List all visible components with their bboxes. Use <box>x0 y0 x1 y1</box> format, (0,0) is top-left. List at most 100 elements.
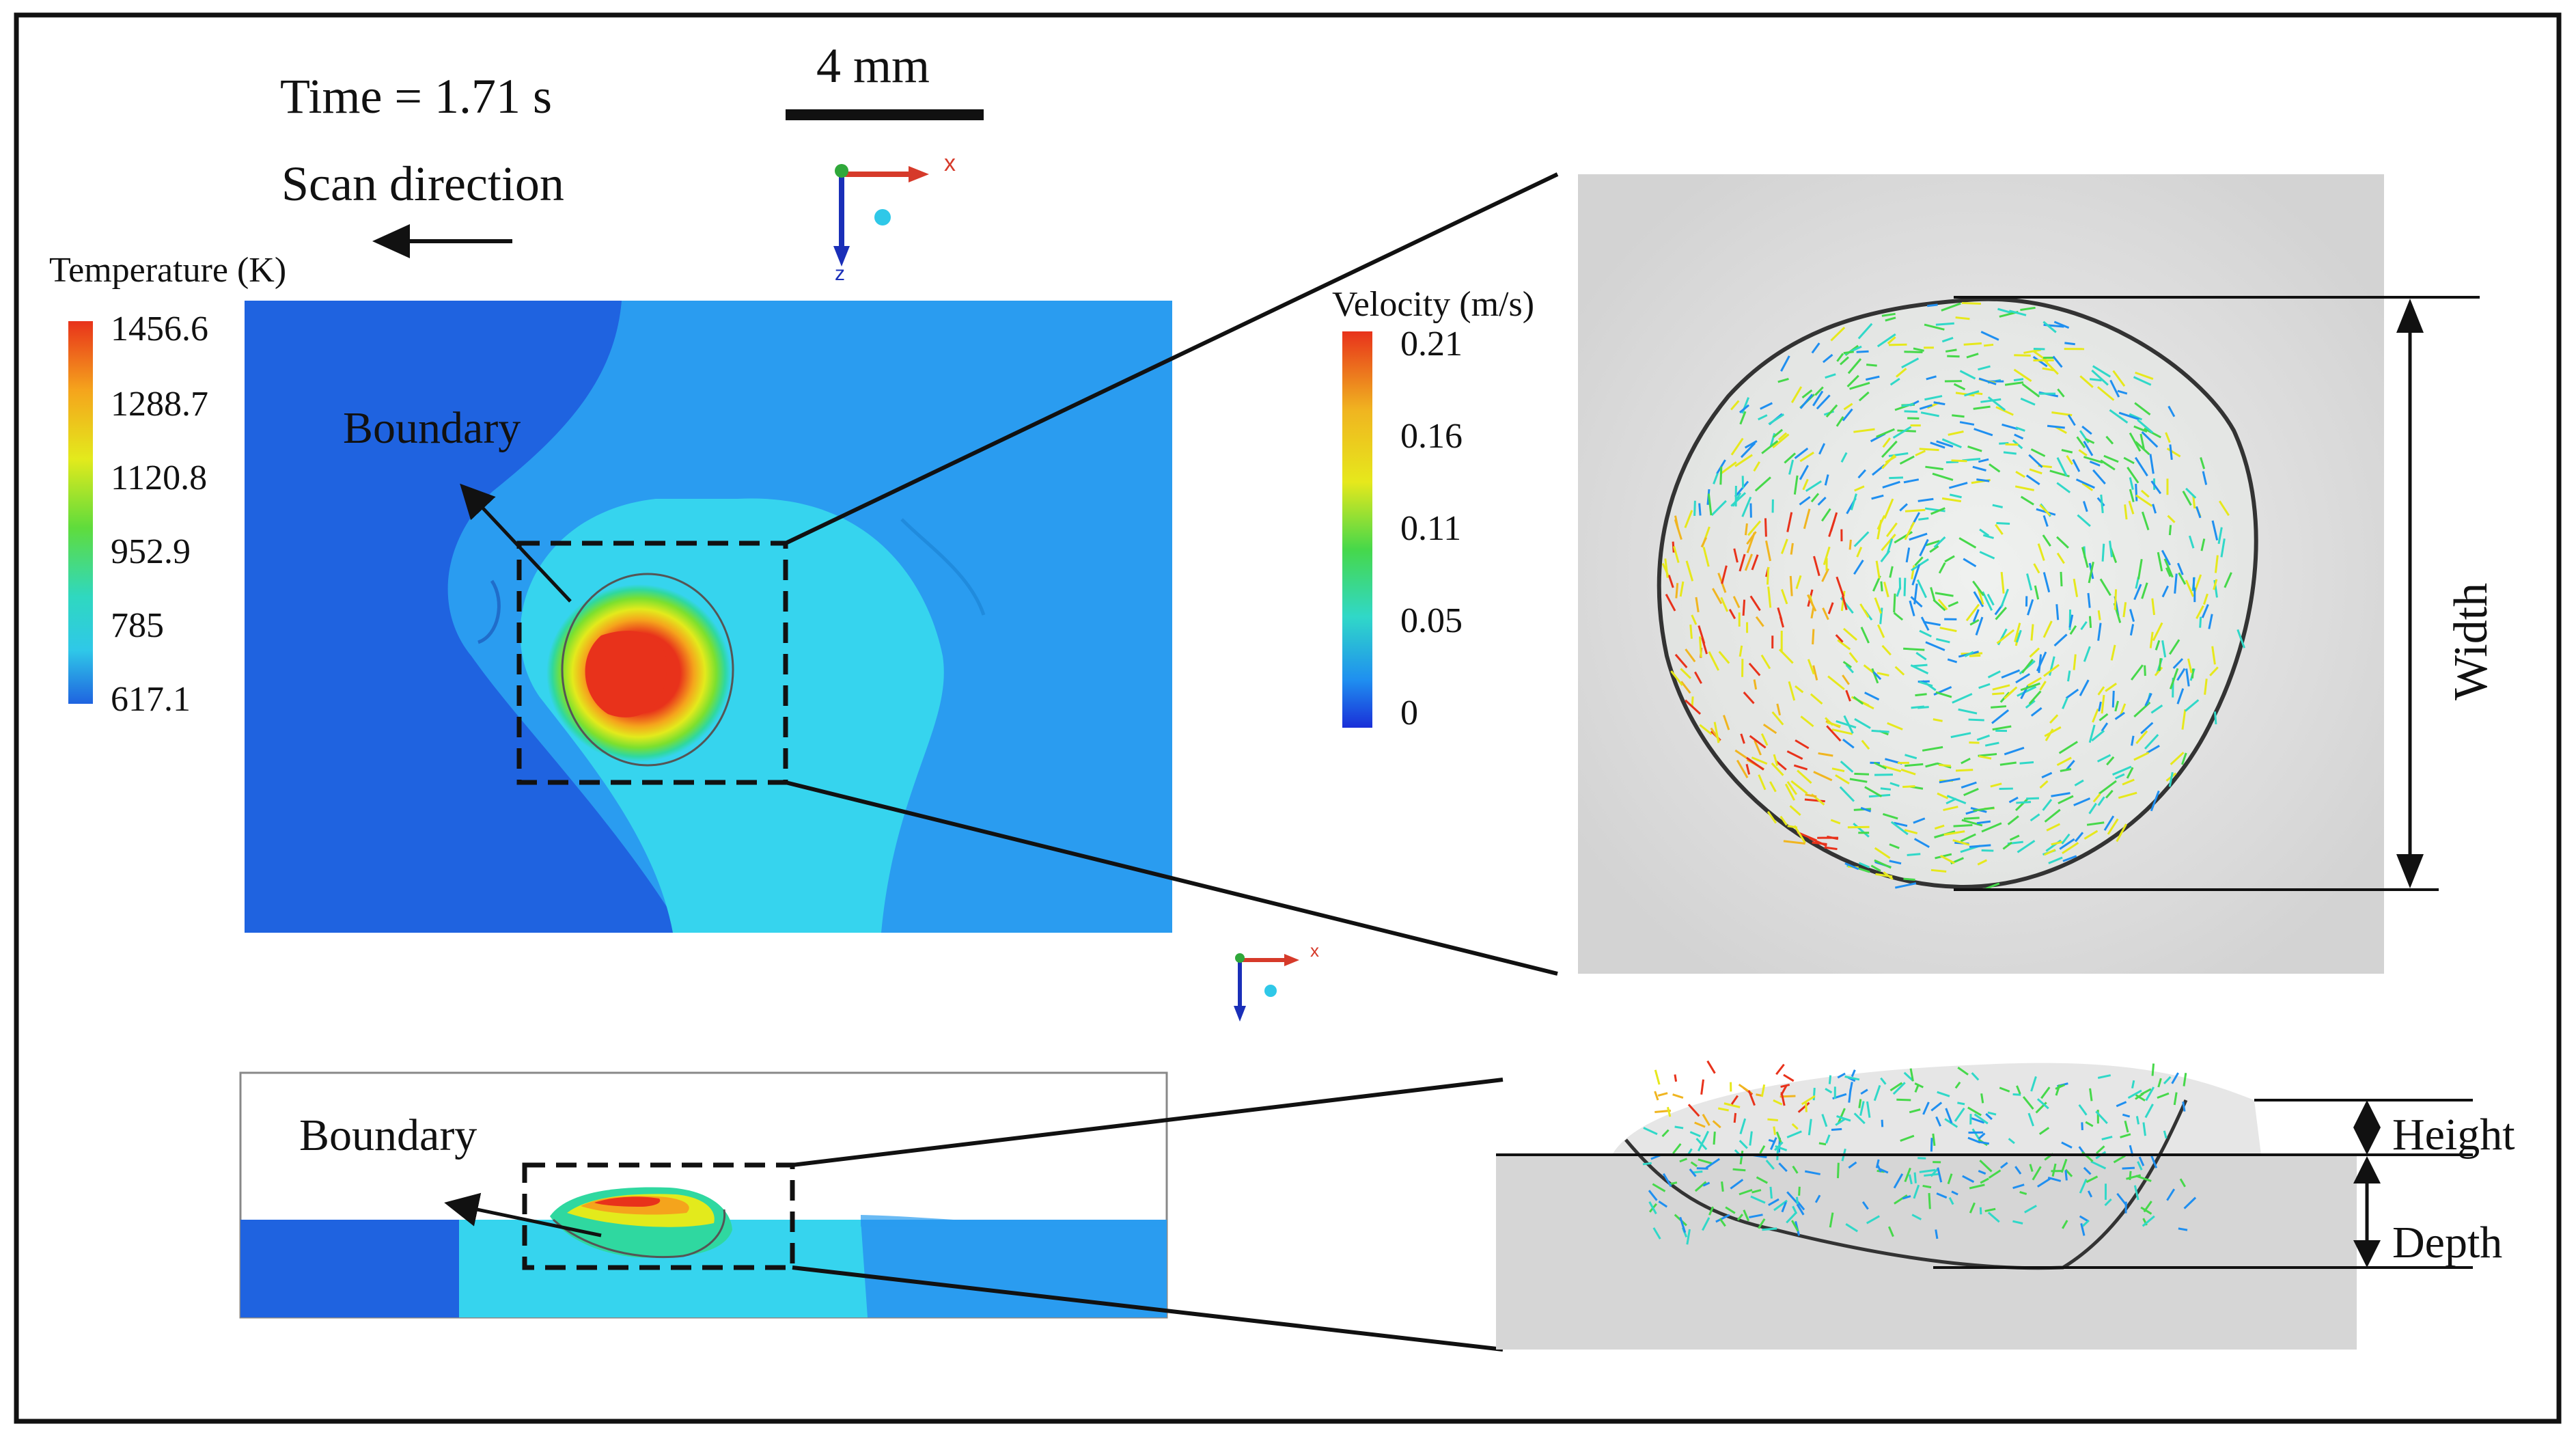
velocity-vector <box>1934 824 1945 830</box>
velocity-vector <box>1739 411 1747 425</box>
section-velocity-vector <box>1838 1108 1846 1123</box>
section-velocity-vector <box>1786 1211 1798 1224</box>
section-velocity-vector <box>1750 1195 1766 1204</box>
section-velocity-vector <box>1770 1137 1777 1150</box>
velocity-vector <box>2135 441 2150 456</box>
velocity-vector <box>1744 440 1758 449</box>
velocity-vector <box>1817 496 1827 506</box>
section-velocity-vector <box>1672 1142 1682 1154</box>
vel-tick-5: 0 <box>1400 694 1418 733</box>
section-velocity-vector <box>2135 1116 2140 1125</box>
velocity-vector <box>1904 351 1923 354</box>
section-velocity-vector <box>2086 1175 2099 1183</box>
velocity-vector <box>2025 474 2040 486</box>
velocity-vector <box>1920 616 1930 631</box>
velocity-vector <box>1950 732 1971 739</box>
velocity-vector <box>1996 522 2010 525</box>
velocity-vector <box>2032 356 2048 368</box>
velocity-vector <box>1913 347 1924 352</box>
velocity-vector <box>2106 756 2115 766</box>
section-velocity-vector <box>1922 1184 1932 1189</box>
section-velocity-vector <box>1896 1098 1911 1101</box>
velocity-vector <box>2169 668 2179 689</box>
velocity-vector <box>1892 426 1912 439</box>
velocity-vector <box>2176 668 2186 681</box>
velocity-legend: Velocity (m/s) 0.21 0.16 0.11 0.05 0 <box>1332 285 1534 733</box>
velocity-vector <box>2110 644 2116 661</box>
velocity-vector <box>1991 709 2010 724</box>
section-velocity-vector <box>2078 1104 2088 1116</box>
velocity-vector <box>2049 714 2059 724</box>
velocity-vector <box>1795 575 1802 590</box>
velocity-vector <box>2144 427 2161 439</box>
section-velocity-vector <box>2038 1127 2050 1136</box>
velocity-vector <box>1825 404 1838 418</box>
section-velocity-vector <box>2135 1094 2146 1101</box>
velocity-vector <box>1812 390 1824 407</box>
section-velocity-vector <box>1801 1095 1816 1106</box>
velocity-vector <box>1977 859 1988 866</box>
velocity-vector <box>2214 555 2219 573</box>
velocity-vector <box>1889 566 1894 578</box>
velocity-vector <box>1893 612 1904 621</box>
velocity-vector <box>1691 696 1694 707</box>
velocity-vector <box>1824 846 1838 851</box>
section-velocity-vector <box>1783 1073 1795 1082</box>
velocity-vector <box>2055 604 2060 620</box>
velocity-vector <box>2021 383 2040 398</box>
boundary-arrow-top <box>460 483 572 603</box>
section-velocity-vector <box>1674 1125 1684 1130</box>
section-velocity-vector <box>1804 1170 1820 1175</box>
velocity-vector <box>2045 728 2054 741</box>
section-velocity-vector <box>1893 1173 1904 1189</box>
velocity-vector <box>2123 456 2135 465</box>
velocity-vector <box>2042 515 2049 527</box>
velocity-vector <box>1830 327 1846 342</box>
section-velocity-vector <box>2163 1076 2172 1084</box>
velocity-vector <box>2107 818 2119 835</box>
section-velocity-vector <box>2008 1138 2015 1145</box>
velocity-vector <box>2026 573 2033 591</box>
zoom-section-boundary <box>1624 1099 2188 1270</box>
velocity-vector <box>1926 303 1938 307</box>
section-velocity-vector <box>2122 1113 2131 1118</box>
velocity-vector <box>1859 603 1870 618</box>
velocity-vector <box>1981 822 2002 833</box>
velocity-vector <box>1992 504 2003 508</box>
section-velocity-vector <box>1849 1082 1853 1092</box>
axis-triad-middle: x <box>1234 940 1319 1022</box>
section-velocity-vector <box>1858 1099 1862 1108</box>
velocity-vector <box>1972 465 1986 471</box>
section-velocity-vector <box>1947 1173 1953 1185</box>
velocity-vector <box>1876 333 1896 348</box>
velocity-vector <box>1718 651 1730 664</box>
temp-tick-3: 1120.8 <box>111 459 207 497</box>
section-velocity-vector <box>1814 1194 1821 1203</box>
velocity-vector <box>1914 556 1924 566</box>
velocity-vector <box>2122 602 2127 618</box>
velocity-vector <box>1980 398 2002 403</box>
velocity-vector <box>1945 461 1959 464</box>
velocity-vector <box>2202 471 2208 485</box>
section-velocity-vector <box>2051 1163 2057 1177</box>
velocity-vector <box>2133 425 2148 433</box>
section-velocity-vector <box>1935 1229 1939 1240</box>
velocity-vector <box>2008 310 2027 316</box>
velocity-vector <box>2169 444 2173 461</box>
velocity-vector <box>1843 715 1854 734</box>
projection-line-2 <box>785 780 1558 976</box>
velocity-vector <box>1969 654 1981 657</box>
velocity-vector <box>2124 504 2128 520</box>
scan-direction-arrow <box>372 224 512 258</box>
velocity-vector <box>2042 320 2057 333</box>
velocity-vector <box>2014 354 2031 357</box>
velocity-vector <box>1821 568 1829 582</box>
velocity-vector <box>2073 578 2079 597</box>
velocity-vector <box>1887 722 1903 730</box>
velocity-vector <box>1664 558 1669 578</box>
velocity-vector <box>2092 365 2111 378</box>
velocity-vector <box>2129 624 2135 636</box>
velocity-vector <box>2103 454 2119 463</box>
section-velocity-vector <box>1694 1181 1707 1192</box>
velocity-vector <box>2114 711 2125 720</box>
